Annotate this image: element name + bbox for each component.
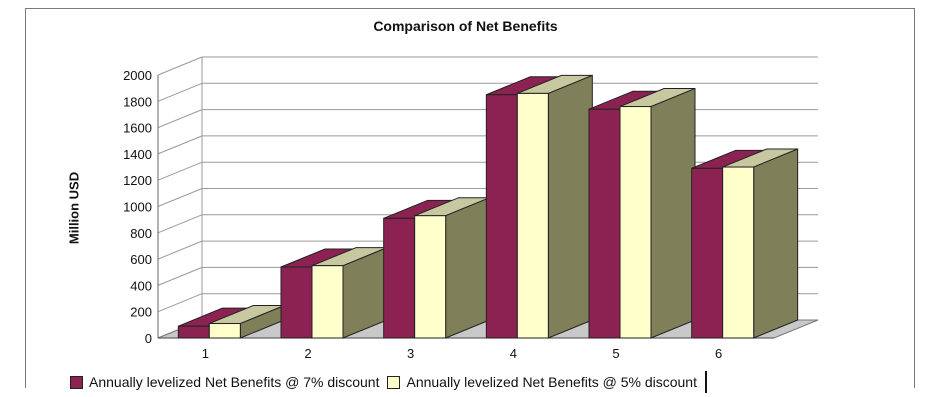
gridline-side [157,266,203,286]
y-tick-label: 200 [130,305,152,320]
bar-7pct [177,325,210,339]
y-tick-label: 400 [130,278,152,293]
y-tick-label: 1800 [123,94,152,109]
frame-right-border [914,8,915,388]
legend-end-marker [704,371,707,393]
bar-7pct [485,94,518,339]
bar-side-5pct [445,196,491,339]
gridline-side [157,293,203,313]
y-tick-label: 1600 [123,121,152,136]
legend-label-7pct: Annually levelized Net Benefits @ 7% dis… [89,374,380,390]
legend-swatch-5pct [387,375,401,389]
gridline-side [157,188,203,207]
legend: Annually levelized Net Benefits @ 7% dis… [62,370,886,394]
bar-7pct [383,217,416,339]
bar-5pct [208,323,241,339]
bar-5pct [516,92,549,339]
x-tick-label: 1 [202,346,209,361]
legend-swatch-7pct [70,375,83,389]
chart-title: Comparison of Net Benefits [373,18,558,34]
y-tick-label: 1200 [123,173,152,188]
y-tick-label: 1400 [123,147,152,162]
bar-7pct [691,167,724,339]
gridline-side [157,56,203,76]
gridline-side [157,109,203,129]
x-tick-label: 4 [510,346,517,361]
x-tick-label: 3 [407,346,414,361]
bar-5pct [722,166,755,339]
x-tick-label: 5 [612,346,619,361]
bar-7pct [588,108,621,339]
y-tick-label: 600 [130,252,152,267]
frame-top-border [25,8,915,9]
gridline-side [157,82,203,102]
gridline-side [157,135,203,155]
bar-5pct [619,106,652,339]
y-tick-label: 2000 [123,68,152,83]
gridline-side [157,161,203,181]
x-tick-label: 6 [715,346,722,361]
y-tick-label: 0 [145,331,152,346]
y-tick-label: 1000 [123,200,152,215]
gridline-side [157,240,203,260]
legend-label-5pct: Annually levelized Net Benefits @ 5% dis… [406,374,697,390]
x-tick-label: 2 [304,346,311,361]
bar-side-5pct [753,148,799,339]
bar-side-5pct [547,74,593,339]
bar-7pct [280,266,313,339]
bar-5pct [414,215,447,339]
y-tick-label: 800 [130,226,152,241]
bar-side-5pct [650,87,696,339]
gridline-side [157,214,203,234]
bar-5pct [311,265,344,339]
frame-left-border [25,8,26,388]
